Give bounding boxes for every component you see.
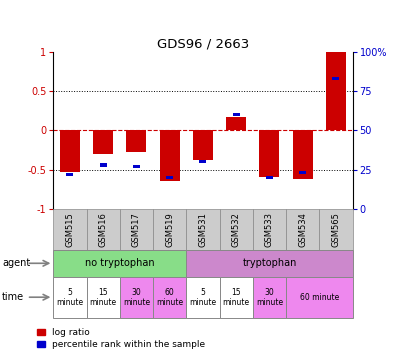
- Text: GSM516: GSM516: [99, 212, 108, 247]
- Text: 30
minute: 30 minute: [255, 287, 282, 307]
- Bar: [232, 113, 239, 116]
- Text: GSM517: GSM517: [132, 212, 141, 247]
- Bar: [285, 277, 352, 318]
- Bar: [259, 130, 279, 177]
- Text: 30
minute: 30 minute: [123, 287, 150, 307]
- Text: 5
minute: 5 minute: [189, 287, 216, 307]
- Text: 60 minute: 60 minute: [299, 293, 338, 302]
- Text: 60
minute: 60 minute: [156, 287, 183, 307]
- Bar: [153, 277, 186, 318]
- Text: agent: agent: [2, 258, 30, 268]
- Bar: [133, 165, 139, 168]
- Text: GSM565: GSM565: [330, 212, 339, 247]
- Bar: [252, 209, 285, 250]
- Bar: [332, 77, 339, 80]
- Legend: log ratio, percentile rank within the sample: log ratio, percentile rank within the sa…: [37, 328, 204, 349]
- Bar: [299, 171, 306, 175]
- Bar: [319, 209, 352, 250]
- Bar: [199, 160, 206, 164]
- Text: GSM519: GSM519: [165, 212, 174, 247]
- Bar: [119, 209, 153, 250]
- Bar: [252, 277, 285, 318]
- Bar: [186, 277, 219, 318]
- Bar: [93, 130, 113, 154]
- Bar: [66, 172, 73, 176]
- Text: GSM532: GSM532: [231, 212, 240, 247]
- Bar: [226, 117, 245, 130]
- Bar: [265, 176, 272, 179]
- Bar: [86, 277, 119, 318]
- Text: GSM531: GSM531: [198, 212, 207, 247]
- Bar: [153, 209, 186, 250]
- Bar: [86, 209, 119, 250]
- Bar: [53, 277, 86, 318]
- Text: 15
minute: 15 minute: [90, 287, 117, 307]
- Text: GSM533: GSM533: [264, 212, 273, 247]
- Bar: [53, 250, 186, 277]
- Bar: [193, 130, 212, 160]
- Bar: [186, 250, 352, 277]
- Text: tryptophan: tryptophan: [242, 258, 296, 268]
- Title: GDS96 / 2663: GDS96 / 2663: [157, 37, 249, 51]
- Bar: [325, 52, 345, 130]
- Bar: [186, 209, 219, 250]
- Bar: [285, 209, 319, 250]
- Text: 5
minute: 5 minute: [56, 287, 83, 307]
- Bar: [126, 130, 146, 152]
- Text: GSM515: GSM515: [65, 212, 74, 247]
- Text: GSM534: GSM534: [297, 212, 306, 247]
- Bar: [60, 130, 80, 172]
- Text: 15
minute: 15 minute: [222, 287, 249, 307]
- Bar: [292, 130, 312, 179]
- Text: no tryptophan: no tryptophan: [85, 258, 154, 268]
- Bar: [99, 163, 106, 167]
- Bar: [219, 277, 252, 318]
- Bar: [160, 130, 179, 181]
- Bar: [53, 209, 86, 250]
- Bar: [119, 277, 153, 318]
- Text: time: time: [2, 292, 24, 302]
- Bar: [166, 176, 173, 179]
- Bar: [219, 209, 252, 250]
